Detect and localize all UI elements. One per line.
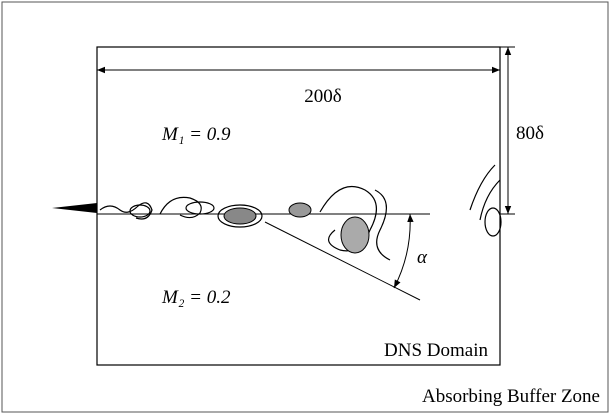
length-label: 200δ: [304, 86, 342, 107]
buffer-label: Absorbing Buffer Zone: [422, 386, 600, 407]
upper-mach: M₁ = 0.9: [161, 124, 231, 145]
vortices: [100, 165, 501, 260]
diagram: 200δ 80δ M₁ = 0.9 M₂ = 0.2 α DNS Domain …: [0, 0, 611, 420]
page: 200δ 80δ M₁ = 0.9 M₂ = 0.2 α DNS Domain …: [0, 0, 611, 420]
height-label: 80δ: [516, 123, 544, 144]
inlet-wedge: [52, 203, 97, 213]
domain-label: DNS Domain: [384, 340, 488, 361]
angle-label: α: [417, 247, 428, 268]
lower-mach: M₂ = 0.2: [161, 287, 231, 308]
angle-arc: [394, 214, 410, 288]
